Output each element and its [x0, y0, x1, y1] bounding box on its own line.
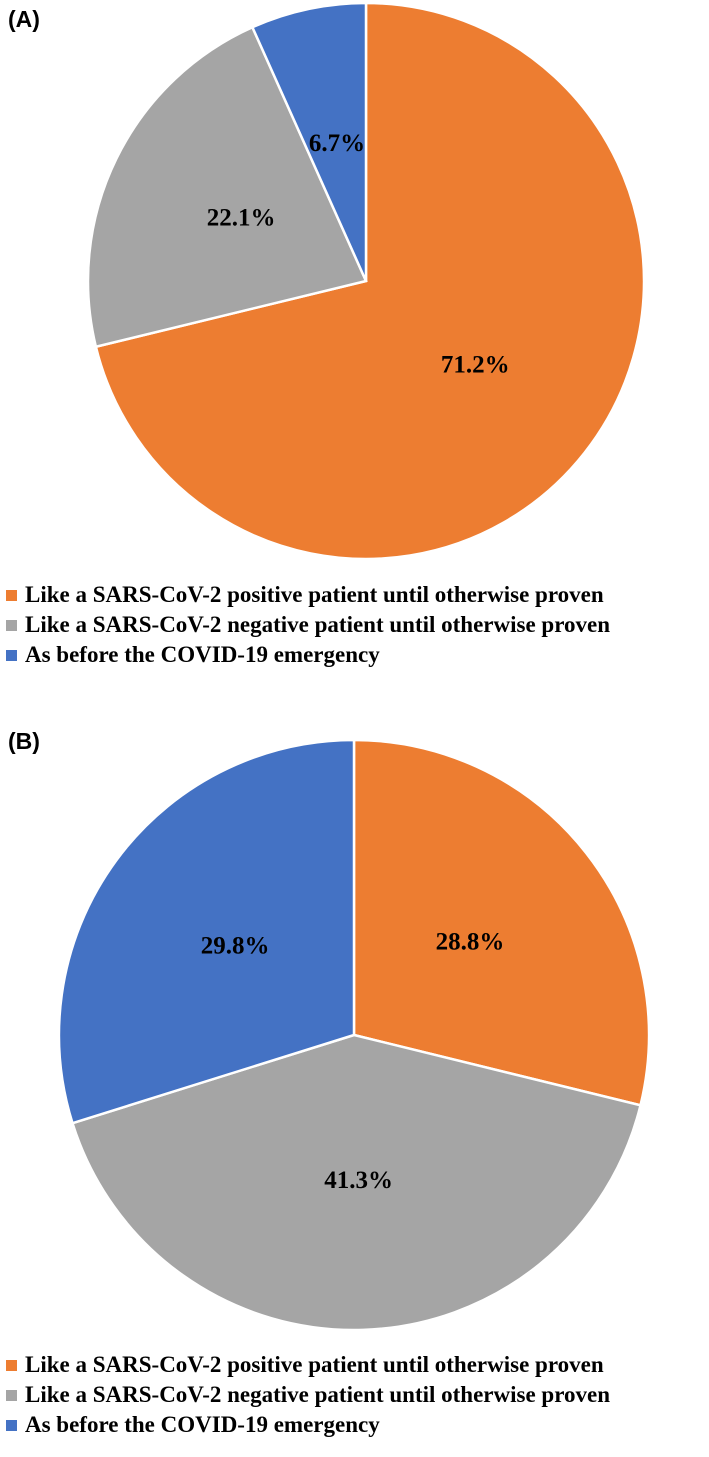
legend-swatch-blue [6, 1419, 17, 1431]
pie-slice-as-before [250, 1, 368, 282]
pie-slice-positive [94, 1, 646, 560]
data-label-negative: 41.3% [324, 1167, 393, 1194]
legend-b: Like a SARS-CoV-2 positive patient until… [6, 1350, 610, 1440]
legend-label: As before the COVID-19 emergency [25, 642, 380, 667]
legend-label: Like a SARS-CoV-2 positive patient until… [25, 1352, 604, 1377]
legend-label: Like a SARS-CoV-2 negative patient until… [25, 612, 611, 637]
data-label-as-before: 6.7% [309, 130, 365, 157]
legend-swatch-orange [6, 1359, 17, 1371]
data-label-as-before: 29.8% [201, 932, 270, 959]
legend-swatch-orange [6, 589, 17, 601]
legend-item: Like a SARS-CoV-2 negative patient until… [6, 610, 610, 640]
legend-swatch-gray [6, 619, 17, 631]
pie-chart-b: 28.8% 41.3% 29.8% [57, 738, 651, 1332]
legend-swatch-gray [6, 1389, 17, 1401]
legend-item: As before the COVID-19 emergency [6, 640, 610, 670]
legend-label: Like a SARS-CoV-2 negative patient until… [25, 1382, 611, 1407]
chart-panel-b: (B) 28.8% 41.3% 29.8% Like a SARS-CoV-2 po… [0, 728, 709, 1457]
legend-item: Like a SARS-CoV-2 positive patient until… [6, 580, 610, 610]
legend-item: Like a SARS-CoV-2 positive patient until… [6, 1350, 610, 1380]
legend-a: Like a SARS-CoV-2 positive patient until… [6, 580, 610, 670]
pie-slice-positive [352, 738, 651, 1107]
legend-swatch-blue [6, 649, 17, 661]
chart-panel-a: (A) 71.2% 22.1% 6.7% Like a SARS-CoV-2 pos… [0, 0, 709, 728]
legend-item: As before the COVID-19 emergency [6, 1410, 610, 1440]
pie-chart-a: 71.2% 22.1% 6.7% [86, 1, 646, 560]
panel-label: (B) [8, 728, 40, 754]
data-label-negative: 22.1% [207, 205, 276, 232]
data-label-positive: 71.2% [441, 352, 510, 379]
data-label-positive: 28.8% [436, 929, 505, 956]
legend-item: Like a SARS-CoV-2 negative patient until… [6, 1380, 610, 1410]
pie-slice-negative [86, 25, 368, 349]
legend-label: Like a SARS-CoV-2 positive patient until… [25, 582, 604, 607]
legend-label: As before the COVID-19 emergency [25, 1412, 380, 1437]
pie-slice-as-before [57, 738, 356, 1125]
panel-label: (A) [8, 6, 40, 32]
pie-slice-negative [70, 1033, 643, 1332]
